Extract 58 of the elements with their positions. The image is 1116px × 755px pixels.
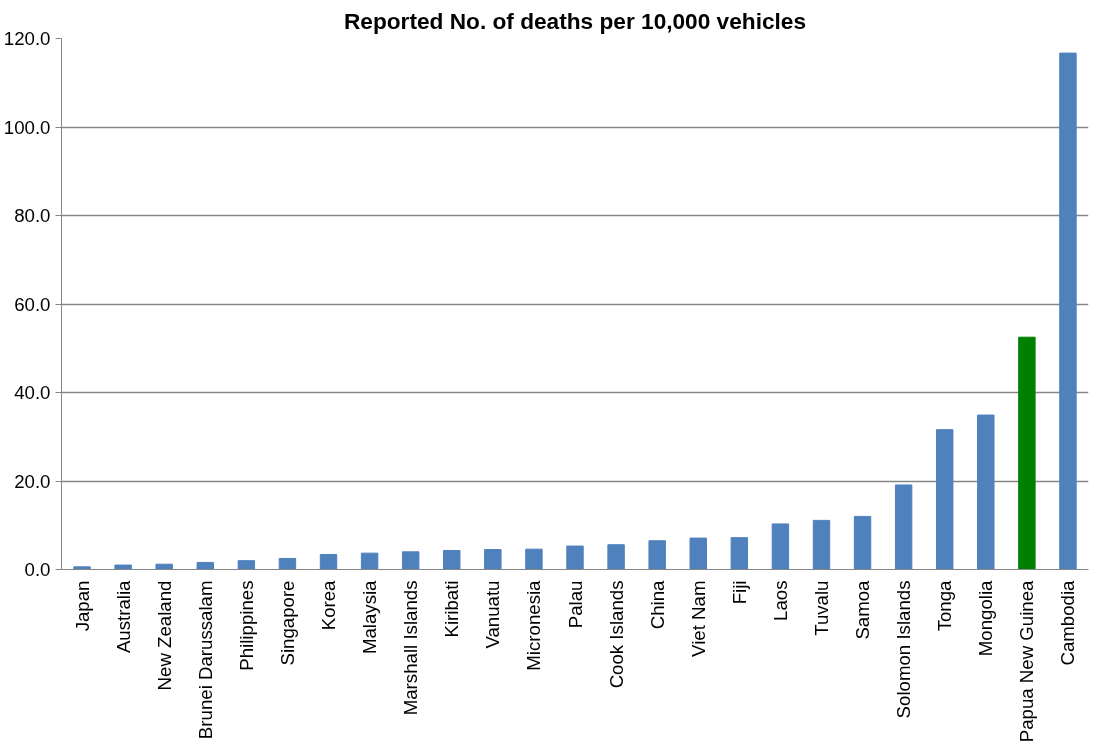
- x-tick-label: Vanuatu: [482, 580, 504, 649]
- bar: [936, 429, 954, 570]
- x-tick-label: Laos: [769, 580, 791, 621]
- bar: [237, 560, 256, 570]
- x-tick-label: New Zealand: [153, 580, 175, 691]
- bar: [812, 519, 831, 570]
- x-tick-label: Malaysia: [359, 579, 381, 655]
- bar: [566, 545, 584, 570]
- x-tick-label: Singapore: [276, 580, 298, 666]
- y-tick-label: 20.0: [14, 470, 51, 492]
- bar: [443, 549, 461, 570]
- x-tick-label: Fiji: [728, 580, 750, 605]
- bar: [155, 563, 173, 570]
- x-tick-label: Cook Islands: [605, 580, 627, 689]
- y-tick-label: 80.0: [14, 205, 51, 226]
- y-tick-label: 60.0: [14, 293, 51, 315]
- bar: [319, 553, 338, 570]
- bar: [525, 548, 543, 570]
- x-tick-label: Viet Nam: [687, 580, 709, 657]
- bar: [1059, 52, 1077, 570]
- bar: [278, 557, 297, 570]
- y-tick-label: 0.0: [24, 559, 51, 580]
- y-tick-label: 40.0: [14, 382, 51, 403]
- bar: [401, 551, 420, 570]
- bar: [894, 484, 913, 570]
- chart-title: Reported No. of deaths per 10,000 vehicles: [343, 7, 807, 34]
- x-tick-label: Japan: [71, 580, 93, 632]
- y-tick-label: 120.0: [3, 28, 51, 49]
- bar: [771, 523, 790, 570]
- x-tick-label: Tonga: [934, 579, 956, 632]
- x-tick-label: Cambodia: [1057, 579, 1079, 666]
- x-tick-label: China: [646, 579, 668, 630]
- x-tick-label: Papua New Guinea: [1016, 579, 1038, 743]
- x-tick-label: Philippines: [235, 580, 257, 671]
- x-tick-label: Micronesia: [523, 579, 545, 671]
- bar: [196, 561, 214, 570]
- bar: [73, 566, 91, 570]
- bar: [689, 537, 707, 570]
- x-tick-label: Kiribati: [441, 580, 463, 638]
- x-tick-label: Samoa: [852, 579, 874, 640]
- x-tick-label: Palau: [564, 580, 586, 629]
- y-tick-label: 100.0: [3, 116, 51, 138]
- bar: [648, 540, 666, 570]
- bar: [730, 537, 749, 570]
- x-tick-label: Marshall Islands: [400, 580, 422, 716]
- bar: [360, 552, 379, 570]
- x-tick-label: Tuvalu: [810, 580, 832, 636]
- bar: [607, 544, 625, 570]
- x-tick-label: Mongolia: [975, 579, 997, 657]
- x-tick-label: Korea: [318, 579, 340, 631]
- bar: [853, 515, 872, 570]
- x-tick-label: Australia: [112, 579, 134, 654]
- bar: [1018, 336, 1036, 570]
- x-tick-label: Solomon Islands: [893, 580, 915, 719]
- bar: [114, 564, 132, 570]
- x-tick-label: Brunei Darussalam: [194, 580, 216, 740]
- bar: [484, 549, 502, 570]
- bar: [977, 414, 995, 570]
